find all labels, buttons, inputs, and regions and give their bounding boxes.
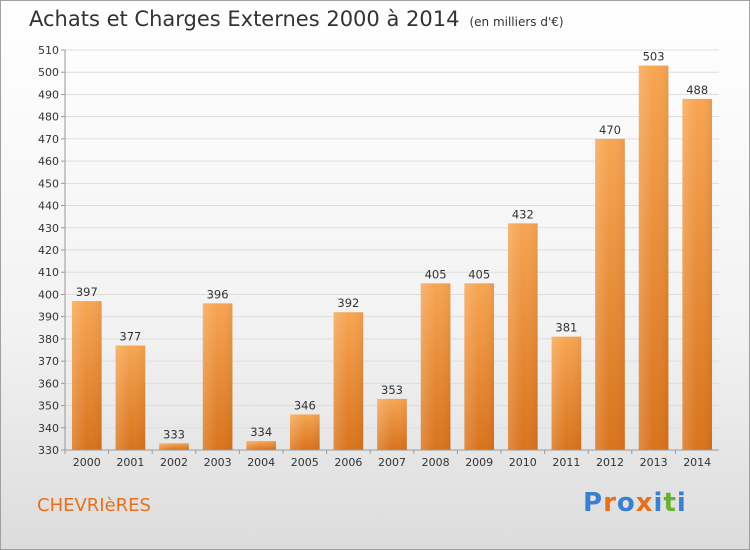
x-tick-label: 2004 [247, 456, 275, 469]
data-label: 377 [119, 330, 141, 344]
y-tick-label: 410 [38, 266, 59, 279]
y-tick-label: 330 [38, 444, 59, 457]
x-tick-label: 2011 [552, 456, 580, 469]
y-tick-label: 340 [38, 422, 59, 435]
y-tick-label: 500 [38, 66, 59, 79]
title-text: Achats et Charges Externes 2000 à 2014 [29, 7, 460, 31]
x-tick-label: 2009 [465, 456, 493, 469]
bar-shine [333, 312, 364, 450]
x-tick-label: 2001 [116, 456, 144, 469]
y-tick-label: 380 [38, 333, 59, 346]
bar-shine [71, 301, 102, 450]
x-tick-label: 2010 [509, 456, 537, 469]
data-label: 397 [76, 285, 98, 299]
chart-subtitle: (en milliers d'€) [469, 15, 564, 29]
y-tick-label: 360 [38, 377, 59, 390]
bar-shine [159, 443, 189, 450]
y-tick-label: 510 [38, 44, 59, 57]
logo-letter: r [603, 488, 617, 518]
bar-shine [682, 98, 713, 450]
y-tick-label: 470 [38, 133, 59, 146]
bar-shine [638, 65, 669, 451]
logo-letter: P [583, 488, 604, 518]
bar-shine [202, 303, 233, 450]
y-tick-label: 440 [38, 200, 59, 213]
data-label: 396 [207, 287, 229, 301]
data-label: 405 [425, 267, 447, 281]
place-name: CHEVRIèRES [37, 495, 151, 516]
x-tick-label: 2006 [334, 456, 362, 469]
data-label: 333 [163, 427, 185, 441]
y-tick-label: 430 [38, 222, 59, 235]
y-axis-ticks: 330 340 350 360 370 380 390 400 410 420 430 440 450 4… [38, 44, 65, 457]
y-tick-label: 420 [38, 244, 59, 257]
y-tick-label: 480 [38, 111, 59, 124]
bar-shine [420, 283, 451, 450]
x-tick-label: 2012 [596, 456, 624, 469]
x-axis-ticks: 2000 2001 2002 2003 2004 2005 2006 2007 2008 2009… [64, 450, 711, 469]
logo-letter: i [653, 488, 664, 518]
data-label: 488 [686, 83, 708, 97]
y-tick-label: 350 [38, 400, 59, 413]
bar-shine [377, 398, 407, 450]
bar-shine [595, 138, 625, 450]
logo-letter: i [676, 488, 687, 518]
x-tick-label: 2005 [291, 456, 319, 469]
y-tick-label: 400 [38, 288, 59, 301]
bars [71, 65, 713, 451]
y-tick-label: 390 [38, 311, 59, 324]
x-tick-label: 2013 [640, 456, 668, 469]
x-tick-label: 2014 [683, 456, 711, 469]
x-tick-label: 2003 [204, 456, 232, 469]
x-tick-label: 2008 [422, 456, 450, 469]
y-tick-label: 490 [38, 88, 59, 101]
data-label: 432 [512, 207, 534, 221]
bar-shine [507, 223, 538, 450]
x-tick-label: 2007 [378, 456, 406, 469]
logo-letter: o [616, 488, 636, 518]
x-tick-label: 2000 [73, 456, 101, 469]
data-label: 392 [337, 296, 359, 310]
bar-shine [289, 414, 320, 450]
data-label: 381 [555, 321, 577, 335]
bar-shine [551, 336, 582, 450]
data-label: 346 [294, 398, 316, 412]
x-tick-label: 2002 [160, 456, 188, 469]
data-label: 503 [643, 50, 665, 64]
bar-shine [246, 441, 277, 450]
chart-title: Achats et Charges Externes 2000 à 2014 (e… [29, 7, 564, 31]
logo-letter: t [663, 488, 677, 518]
data-label: 405 [468, 267, 490, 281]
data-labels: 397 377 333 396 334 346 392 353 405 405 432 381 470 5… [76, 50, 708, 442]
y-tick-label: 370 [38, 355, 59, 368]
data-label: 470 [599, 123, 621, 137]
data-label: 353 [381, 383, 403, 397]
y-tick-label: 460 [38, 155, 59, 168]
y-tick-label: 450 [38, 177, 59, 190]
logo-letter: x [635, 488, 654, 518]
data-label: 334 [250, 425, 272, 439]
proxiti-logo: Proxiti [583, 488, 687, 518]
bar-shine [464, 283, 495, 450]
bar-shine [115, 345, 146, 450]
